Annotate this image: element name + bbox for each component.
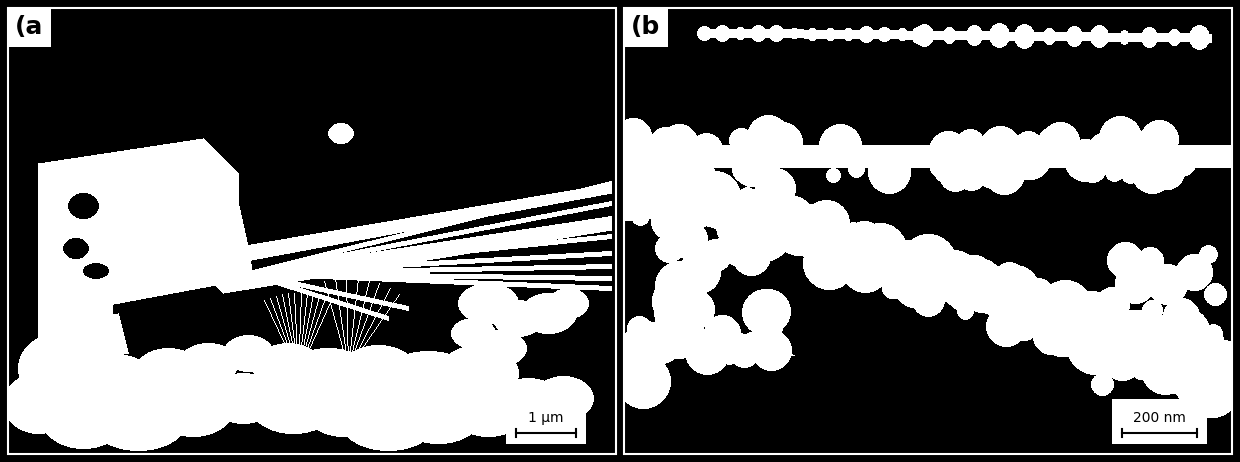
Bar (1112, 399, 1207, 444)
Text: (a: (a (15, 15, 43, 39)
Text: 1 μm: 1 μm (528, 411, 564, 425)
Bar (506, 399, 587, 444)
Bar (7, 8, 616, 454)
Text: 200 nm: 200 nm (1133, 411, 1185, 425)
Text: (b: (b (631, 15, 660, 39)
Bar (624, 8, 1233, 454)
